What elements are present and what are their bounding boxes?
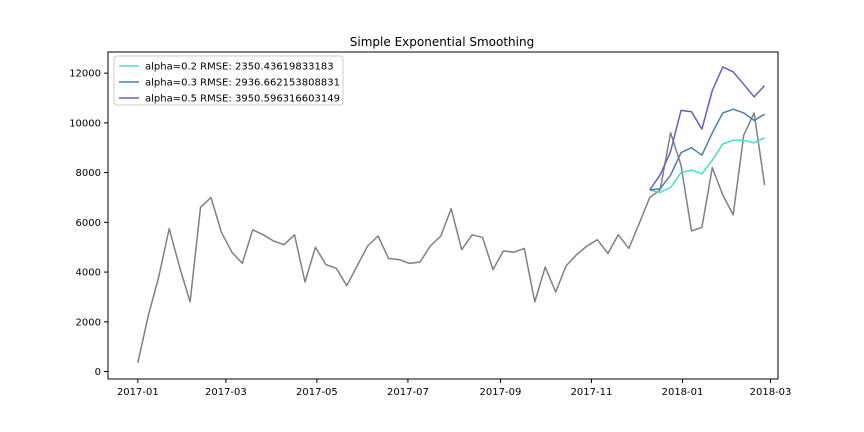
forecast-series-line-3 (649, 66, 766, 191)
x-tick-label: 2017-05 (296, 387, 338, 398)
legend: alpha=0.2 RMSE: 2350.43619833183 alpha=0.… (113, 55, 344, 106)
x-axis: 2017-01 2017-03 2017-05 2017-07 2017-09 2017-… (117, 379, 791, 398)
y-tick-label: 2000 (76, 317, 101, 328)
legend-label: alpha=0.3 RMSE: 2936.662153808831 (145, 78, 340, 89)
y-tick-label: 8000 (76, 168, 101, 179)
plot-frame (107, 51, 779, 380)
legend-label: alpha=0.2 RMSE: 2350.43619833183 (145, 62, 334, 73)
x-tick-label: 2017-09 (480, 387, 522, 398)
x-tick-label: 2017-03 (205, 387, 247, 398)
legend-label: alpha=0.5 RMSE: 3950.596316603149 (145, 94, 340, 105)
x-tick-label: 2017-01 (117, 387, 159, 398)
x-tick-label: 2017-11 (571, 387, 613, 398)
y-tick-label: 6000 (76, 218, 101, 229)
forecast-series-line-1 (649, 137, 765, 194)
chart-title: Simple Exponential Smoothing (350, 35, 534, 49)
forecast-series-line-2 (649, 108, 765, 191)
y-tick-label: 10000 (69, 118, 101, 129)
x-tick-label: 2018-03 (750, 387, 792, 398)
y-tick-label: 12000 (69, 69, 101, 80)
y-axis: 0 2000 4000 6000 8000 10000 12000 (69, 69, 108, 378)
plot-lines (137, 66, 766, 363)
actual-series-line (137, 112, 766, 363)
legend-box (113, 55, 344, 106)
x-tick-label: 2017-07 (387, 387, 429, 398)
x-tick-label: 2018-01 (662, 387, 704, 398)
y-tick-label: 0 (95, 367, 101, 378)
y-tick-label: 4000 (76, 268, 101, 279)
